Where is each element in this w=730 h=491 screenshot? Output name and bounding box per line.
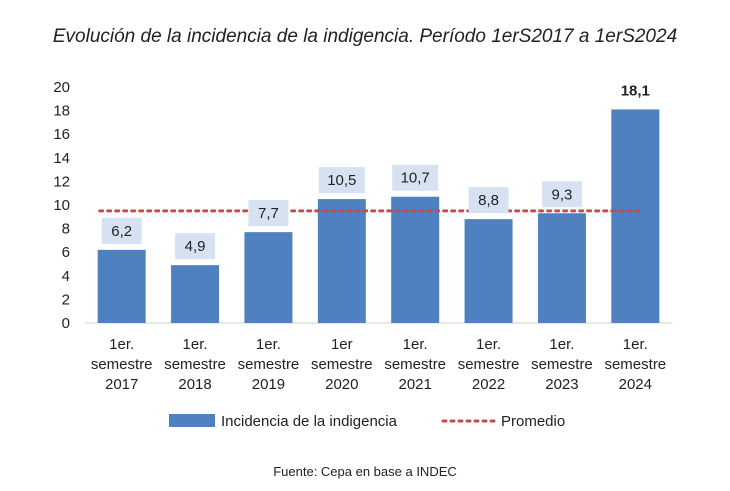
- x-tick-label: 1er.: [183, 336, 208, 353]
- x-tick-label: 2022: [472, 376, 505, 393]
- data-label: 7,7: [258, 205, 279, 222]
- legend-label-average: Promedio: [501, 413, 565, 430]
- x-tick-label: semestre: [311, 356, 373, 373]
- chart-title: Evolución de la incidencia de la indigen…: [52, 26, 678, 47]
- y-tick-label: 6: [62, 244, 70, 261]
- data-label: 18,1: [621, 82, 650, 99]
- data-label: 9,3: [552, 186, 573, 203]
- y-tick-label: 16: [53, 126, 70, 143]
- x-tick-label: 2023: [545, 376, 578, 393]
- data-label: 8,8: [478, 192, 499, 209]
- x-tick-label: 1er.: [109, 336, 134, 353]
- legend-label-bars: Incidencia de la indigencia: [221, 413, 398, 430]
- data-label-box: [468, 187, 509, 214]
- data-label-box: [248, 200, 289, 227]
- x-tick-label: semestre: [384, 356, 446, 373]
- data-label-box: [392, 164, 439, 191]
- y-tick-label: 2: [62, 291, 70, 308]
- x-tick-label: 1er.: [623, 336, 648, 353]
- y-tick-label: 8: [62, 221, 70, 238]
- bar: [464, 219, 513, 323]
- bar: [97, 249, 146, 323]
- data-label: 10,7: [401, 170, 430, 187]
- y-tick-label: 20: [53, 79, 70, 96]
- x-tick-label: semestre: [604, 356, 666, 373]
- data-label-box: [541, 181, 582, 208]
- x-tick-label: 1er.: [256, 336, 281, 353]
- data-label-box: [175, 233, 216, 260]
- x-tick-label: semestre: [531, 356, 593, 373]
- x-tick-label: 2018: [178, 376, 211, 393]
- x-tick-label: 2017: [105, 376, 138, 393]
- bar: [171, 265, 220, 323]
- y-tick-label: 12: [53, 173, 70, 190]
- bar: [537, 213, 586, 323]
- y-tick-label: 4: [62, 268, 70, 285]
- x-tick-label: semestre: [91, 356, 153, 373]
- x-tick-label: semestre: [164, 356, 226, 373]
- x-tick-label: 1er.: [549, 336, 574, 353]
- bar: [317, 199, 366, 323]
- bar: [611, 109, 660, 323]
- bar: [244, 232, 293, 323]
- bar: [391, 196, 440, 323]
- source-note: Fuente: Cepa en base a INDEC: [273, 464, 457, 479]
- data-label-box: [318, 167, 365, 194]
- y-tick-label: 18: [53, 103, 70, 120]
- y-tick-label: 14: [53, 150, 70, 167]
- x-tick-label: 1er.: [403, 336, 428, 353]
- y-tick-label: 10: [53, 197, 70, 214]
- x-tick-label: semestre: [238, 356, 300, 373]
- x-tick-label: 2021: [399, 376, 432, 393]
- data-label: 6,2: [111, 223, 132, 240]
- legend-swatch-bars: [169, 414, 215, 427]
- x-tick-label: 2019: [252, 376, 285, 393]
- x-tick-label: 2020: [325, 376, 358, 393]
- x-tick-label: semestre: [458, 356, 520, 373]
- y-tick-label: 0: [62, 315, 70, 332]
- data-label: 10,5: [327, 172, 356, 189]
- data-label-box: [101, 217, 142, 244]
- data-label: 4,9: [185, 238, 206, 255]
- x-tick-label: 1er: [331, 336, 353, 353]
- x-tick-label: 2024: [619, 376, 652, 393]
- x-tick-label: 1er.: [476, 336, 501, 353]
